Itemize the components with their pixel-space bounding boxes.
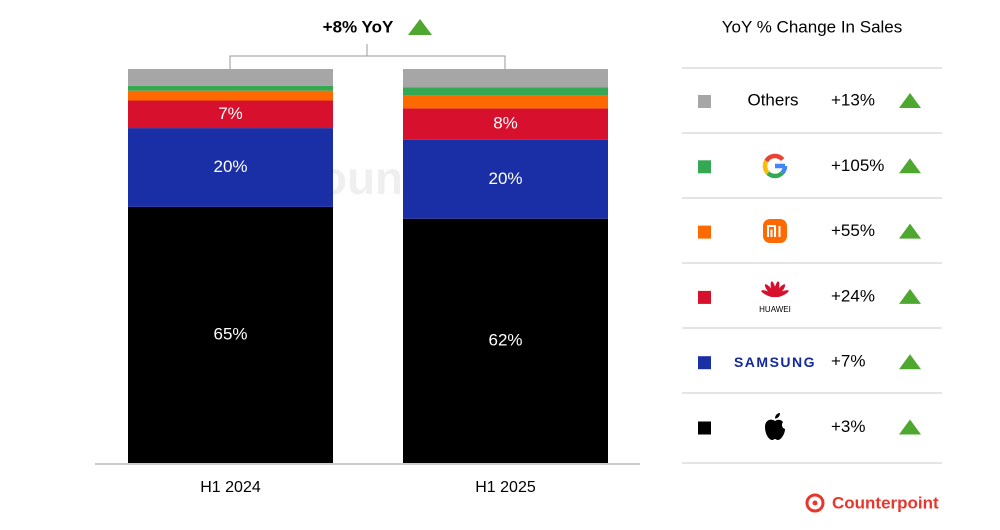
legend-swatch bbox=[698, 421, 711, 435]
bar-segment bbox=[128, 100, 333, 129]
bar-segment bbox=[128, 206, 333, 463]
yoy-label: +3% bbox=[831, 417, 866, 436]
legend-swatch bbox=[698, 160, 711, 174]
legend-title: YoY % Change In Sales bbox=[722, 17, 903, 36]
bar-segment bbox=[403, 69, 608, 88]
data-label: 62% bbox=[488, 330, 522, 349]
up-arrow bbox=[899, 354, 921, 370]
yoy-label: +55% bbox=[831, 221, 875, 240]
bar-segment bbox=[128, 128, 333, 207]
data-label: 7% bbox=[218, 104, 243, 123]
yoy-label: +13% bbox=[831, 90, 875, 109]
bar-segment bbox=[128, 85, 333, 91]
up-arrow bbox=[408, 19, 432, 35]
google-logo bbox=[762, 153, 788, 179]
data-label: 20% bbox=[213, 157, 247, 176]
yoy-label: +7% bbox=[831, 352, 866, 371]
yoy-label: +105% bbox=[831, 156, 884, 175]
annotation: +8% YoY bbox=[323, 17, 394, 36]
up-arrow bbox=[899, 288, 921, 304]
bar-segment bbox=[128, 90, 333, 101]
table-lines bbox=[682, 67, 942, 464]
huawei-logo bbox=[761, 281, 789, 298]
brand: Counterpoint bbox=[832, 493, 939, 512]
bar-segment bbox=[128, 69, 333, 86]
bar-segment bbox=[403, 139, 608, 219]
up-arrow bbox=[899, 158, 921, 174]
apple-logo bbox=[765, 413, 785, 440]
x-tick-label: H1 2025 bbox=[475, 479, 536, 496]
bar-segment bbox=[403, 87, 608, 96]
data-label: 8% bbox=[493, 114, 518, 133]
brand-logo bbox=[805, 493, 825, 513]
bar-segment bbox=[403, 218, 608, 463]
yoy-label: +24% bbox=[831, 286, 875, 305]
legend-swatch bbox=[698, 95, 711, 108]
legend-label: SAMSUNG bbox=[734, 354, 816, 370]
legend-swatch bbox=[698, 290, 711, 304]
legend-label: Others bbox=[747, 90, 798, 109]
x-tick-label: H1 2024 bbox=[200, 479, 261, 496]
legend-label: HUAWEI bbox=[759, 305, 791, 314]
legend-swatch bbox=[698, 356, 711, 370]
bar-segment bbox=[403, 95, 608, 109]
data-label: 20% bbox=[488, 169, 522, 188]
up-arrow bbox=[899, 223, 921, 239]
up-arrow bbox=[899, 93, 921, 108]
legend-swatch bbox=[698, 225, 711, 239]
bar-segment bbox=[403, 108, 608, 140]
data-label: 65% bbox=[213, 324, 247, 343]
up-arrow bbox=[899, 419, 921, 435]
xiaomi-logo bbox=[763, 219, 787, 243]
bracket bbox=[229, 44, 506, 69]
